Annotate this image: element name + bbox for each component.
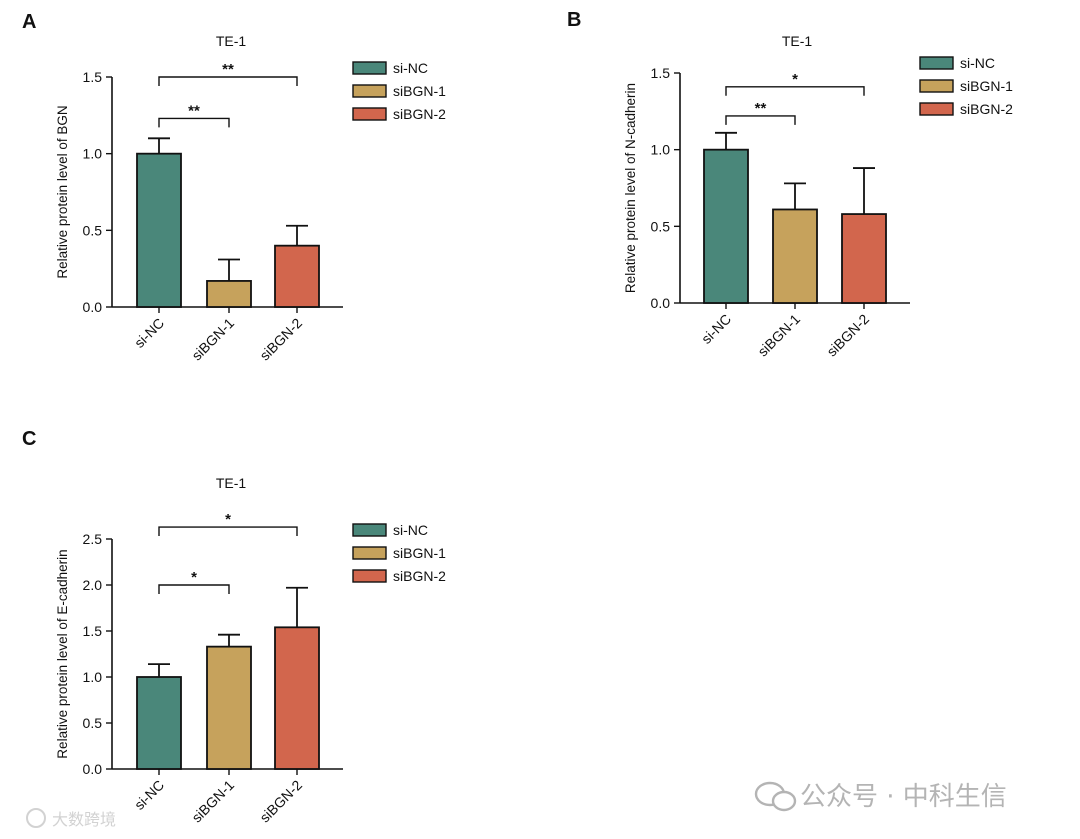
panel-a-y-axis-label: Relative protein level of BGN xyxy=(55,105,70,278)
panel-a-legend-label-sibgn-1: siBGN-1 xyxy=(393,83,446,99)
panel-c-ytick-label: 2.5 xyxy=(83,531,103,547)
panel-c-category-label-sibgn-2: siBGN-2 xyxy=(256,777,305,826)
wechat-icon-bubble xyxy=(771,790,797,812)
panel-b-category-label-sibgn-2: siBGN-2 xyxy=(823,311,872,360)
panel-a-category-label-sibgn-2: siBGN-2 xyxy=(256,315,305,364)
panel-a-bar-si-nc xyxy=(136,152,182,308)
panel-c-y-axis-label: Relative protein level of E-cadherin xyxy=(55,549,70,758)
panel-c-sig-label-2: * xyxy=(225,511,231,528)
panel-a-sig-bracket-1 xyxy=(158,117,230,128)
panel-c-ytick-label: 1.0 xyxy=(83,669,103,685)
panel-c-bar-si-nc xyxy=(136,676,182,770)
panel-b-category-label-si-nc: si-NC xyxy=(698,311,734,347)
panel-a-legend-label-si-nc: si-NC xyxy=(393,60,428,76)
panel-b-sig-label-1: ** xyxy=(755,100,767,117)
panel-a-bar-sibgn-1 xyxy=(206,280,252,308)
panel-b-legend-label-sibgn-1: siBGN-1 xyxy=(960,78,1013,94)
panel-a-ytick-label: 1.0 xyxy=(83,146,103,162)
panel-c-ytick-label: 0.0 xyxy=(83,761,103,777)
panel-c-ytick-label: 1.5 xyxy=(83,623,103,639)
panel-a-category-label-si-nc: si-NC xyxy=(131,315,167,351)
panel-a-legend-swatch-si-nc xyxy=(352,61,387,75)
panel-c-legend-swatch-sibgn-1 xyxy=(352,546,387,560)
panel-c-legend-label-si-nc: si-NC xyxy=(393,522,428,538)
panel-c-sig-bracket-1 xyxy=(158,584,230,594)
panel-a-legend-label-sibgn-2: siBGN-2 xyxy=(393,106,446,122)
panel-c-legend-label-sibgn-1: siBGN-1 xyxy=(393,545,446,561)
panel-c-sig-label-1: * xyxy=(191,569,197,586)
panel-c-bar-sibgn-1 xyxy=(206,645,252,770)
panel-c-legend-label-sibgn-2: siBGN-2 xyxy=(393,568,446,584)
panel-b-legend-swatch-sibgn-2 xyxy=(919,102,954,116)
panel-b: B TE-1 0.0 0.5 1.0 1.5 Relative protein level … xyxy=(567,9,1013,360)
panel-b-ytick-label: 0.5 xyxy=(651,218,671,234)
panel-a-ytick-label: 0.0 xyxy=(83,299,103,315)
panel-a-sig-label-1: ** xyxy=(188,102,200,119)
panel-b-ytick-label: 1.0 xyxy=(651,142,671,158)
panel-b-letter: B xyxy=(567,9,581,31)
panel-c-category-label-si-nc: si-NC xyxy=(131,777,167,813)
panel-a: A TE-1 0.0 0.5 1.0 1.5 Relative protein level … xyxy=(22,11,446,364)
corner-logo-icon xyxy=(26,808,46,828)
panel-c-ytick-label: 2.0 xyxy=(83,577,103,593)
panel-b-y-axis-label: Relative protein level of N-cadherin xyxy=(623,83,638,293)
panel-b-legend-swatch-si-nc xyxy=(919,56,954,70)
panel-b-bar-sibgn-1 xyxy=(772,208,818,304)
panel-a-sig-label-2: ** xyxy=(222,61,234,78)
panel-a-bar-sibgn-2 xyxy=(274,244,320,308)
panel-a-legend-swatch-sibgn-1 xyxy=(352,84,387,98)
panel-a-letter: A xyxy=(22,11,36,33)
panel-b-sig-bracket-1 xyxy=(725,115,796,125)
panel-b-bar-si-nc xyxy=(703,148,749,304)
panel-b-sig-label-2: * xyxy=(792,71,798,88)
panel-b-legend-label-sibgn-2: siBGN-2 xyxy=(960,101,1013,117)
panel-b-sig-bracket-2 xyxy=(725,86,865,96)
panel-c-category-label-sibgn-1: siBGN-1 xyxy=(188,777,237,826)
panel-c-legend-swatch-si-nc xyxy=(352,523,387,537)
panel-a-ytick-label: 0.5 xyxy=(83,222,103,238)
panel-b-ytick-label: 0.0 xyxy=(651,295,671,311)
panel-c-sig-bracket-2 xyxy=(158,526,298,537)
panel-c-title: TE-1 xyxy=(216,475,247,491)
panel-b-legend-label-si-nc: si-NC xyxy=(960,55,995,71)
corner-watermark-text: 大数跨境 xyxy=(52,810,116,829)
panel-a-ytick-label: 1.5 xyxy=(83,69,103,85)
panel-c-letter: C xyxy=(22,428,36,450)
panel-a-sig-bracket-2 xyxy=(158,76,298,86)
panel-a-category-label-sibgn-1: siBGN-1 xyxy=(188,315,237,364)
panel-b-ytick-label: 1.5 xyxy=(651,65,671,81)
panel-a-legend-swatch-sibgn-2 xyxy=(352,107,387,121)
panel-c: C TE-1 0.0 0.5 1.0 1.5 2.0 2.5 Relative protein … xyxy=(22,428,446,826)
panel-b-category-label-sibgn-1: siBGN-1 xyxy=(754,311,803,360)
panel-c-legend-swatch-sibgn-2 xyxy=(352,569,387,583)
panel-b-title: TE-1 xyxy=(782,33,813,49)
panel-b-legend-swatch-sibgn-1 xyxy=(919,79,954,93)
panel-c-bar-sibgn-2 xyxy=(274,626,320,770)
watermark-text: 公众号 · 中科生信 xyxy=(800,782,1007,812)
panel-b-bar-sibgn-2 xyxy=(841,213,887,304)
panel-a-title: TE-1 xyxy=(216,33,247,49)
panel-c-ytick-label: 0.5 xyxy=(83,715,103,731)
